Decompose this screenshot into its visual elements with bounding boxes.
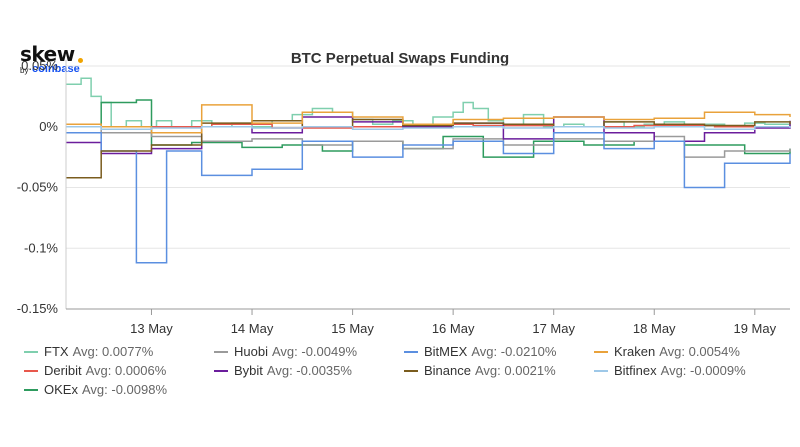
legend-swatch <box>594 369 608 372</box>
legend-swatch <box>594 350 608 353</box>
legend-swatch <box>214 350 228 353</box>
legend-series-average: Avg: 0.0006% <box>85 363 167 378</box>
legend-series-name: OKEx <box>44 382 78 397</box>
legend-item-ftx[interactable]: FTX Avg: 0.0077% <box>24 344 153 359</box>
series-line-ftx <box>66 77 791 128</box>
legend-series-average: Avg: -0.0049% <box>271 344 358 359</box>
legend-series-average: Avg: 0.0021% <box>474 363 556 378</box>
legend-series-name: Bybit <box>234 363 263 378</box>
axes: 0.05% 0% -0.05% -0.1% -0.15% 13 May 14 May 15 M… <box>17 58 790 336</box>
legend-series-name: Kraken <box>614 344 656 359</box>
y-tick-label: 0.05% <box>21 58 58 73</box>
y-tick-label: -0.05% <box>17 180 59 195</box>
chart-title: BTC Perpetual Swaps Funding <box>290 50 510 67</box>
legend-swatch <box>404 350 418 353</box>
legend-series-name: Binance <box>424 363 471 378</box>
logo-dot <box>78 58 83 63</box>
legend-item-huobi[interactable]: Huobi Avg: -0.0049% <box>214 344 357 359</box>
legend-item-bitmex[interactable]: BitMEX Avg: -0.0210% <box>404 344 556 359</box>
legend-item-bybit[interactable]: Bybit Avg: -0.0035% <box>214 363 352 378</box>
series-line-bitmex <box>66 132 791 264</box>
x-tick-label: 15 May <box>331 321 374 336</box>
legend-series-name: FTX <box>44 344 69 359</box>
series-line-kraken <box>66 104 791 134</box>
legend-swatch <box>24 369 38 372</box>
legend-swatch <box>24 388 38 391</box>
legend-item-okex[interactable]: OKEx Avg: -0.0098% <box>24 382 167 397</box>
legend-item-bitfinex[interactable]: Bitfinex Avg: -0.0009% <box>594 363 746 378</box>
legend-series-name: Bitfinex <box>614 363 657 378</box>
legend-swatch <box>404 369 418 372</box>
y-tick-label: 0% <box>39 119 58 134</box>
x-tick-label: 18 May <box>633 321 676 336</box>
series-lines <box>66 77 791 264</box>
x-tick-label: 13 May <box>130 321 173 336</box>
y-tick-label: -0.15% <box>17 301 59 316</box>
x-tick-label: 16 May <box>432 321 475 336</box>
y-tick-label: -0.1% <box>24 240 58 255</box>
x-tick-label: 17 May <box>532 321 575 336</box>
series-line-binance <box>66 118 791 179</box>
legend-series-name: Deribit <box>44 363 82 378</box>
legend-series-average: Avg: -0.0098% <box>81 382 168 397</box>
logo-by-text: by <box>20 66 29 75</box>
legend-series-average: Avg: -0.0035% <box>266 363 352 378</box>
series-line-bitfinex <box>66 126 791 130</box>
x-tick-label: 14 May <box>231 321 274 336</box>
legend-series-average: Avg: 0.0077% <box>72 344 154 359</box>
grid-lines <box>66 65 790 310</box>
legend-series-average: Avg: -0.0210% <box>471 344 557 359</box>
legend-series-average: Avg: 0.0054% <box>659 344 740 359</box>
legend-swatch <box>24 350 38 353</box>
legend-series-name: Huobi <box>234 344 268 359</box>
legend-series-name: BitMEX <box>424 344 468 359</box>
legend-item-kraken[interactable]: Kraken Avg: 0.0054% <box>594 344 740 359</box>
legend-item-binance[interactable]: Binance Avg: 0.0021% <box>404 363 556 378</box>
legend-series-average: Avg: -0.0009% <box>660 363 746 378</box>
legend-item-deribit[interactable]: Deribit Avg: 0.0006% <box>24 363 166 378</box>
x-tick-label: 19 May <box>733 321 776 336</box>
legend-swatch <box>214 369 228 372</box>
